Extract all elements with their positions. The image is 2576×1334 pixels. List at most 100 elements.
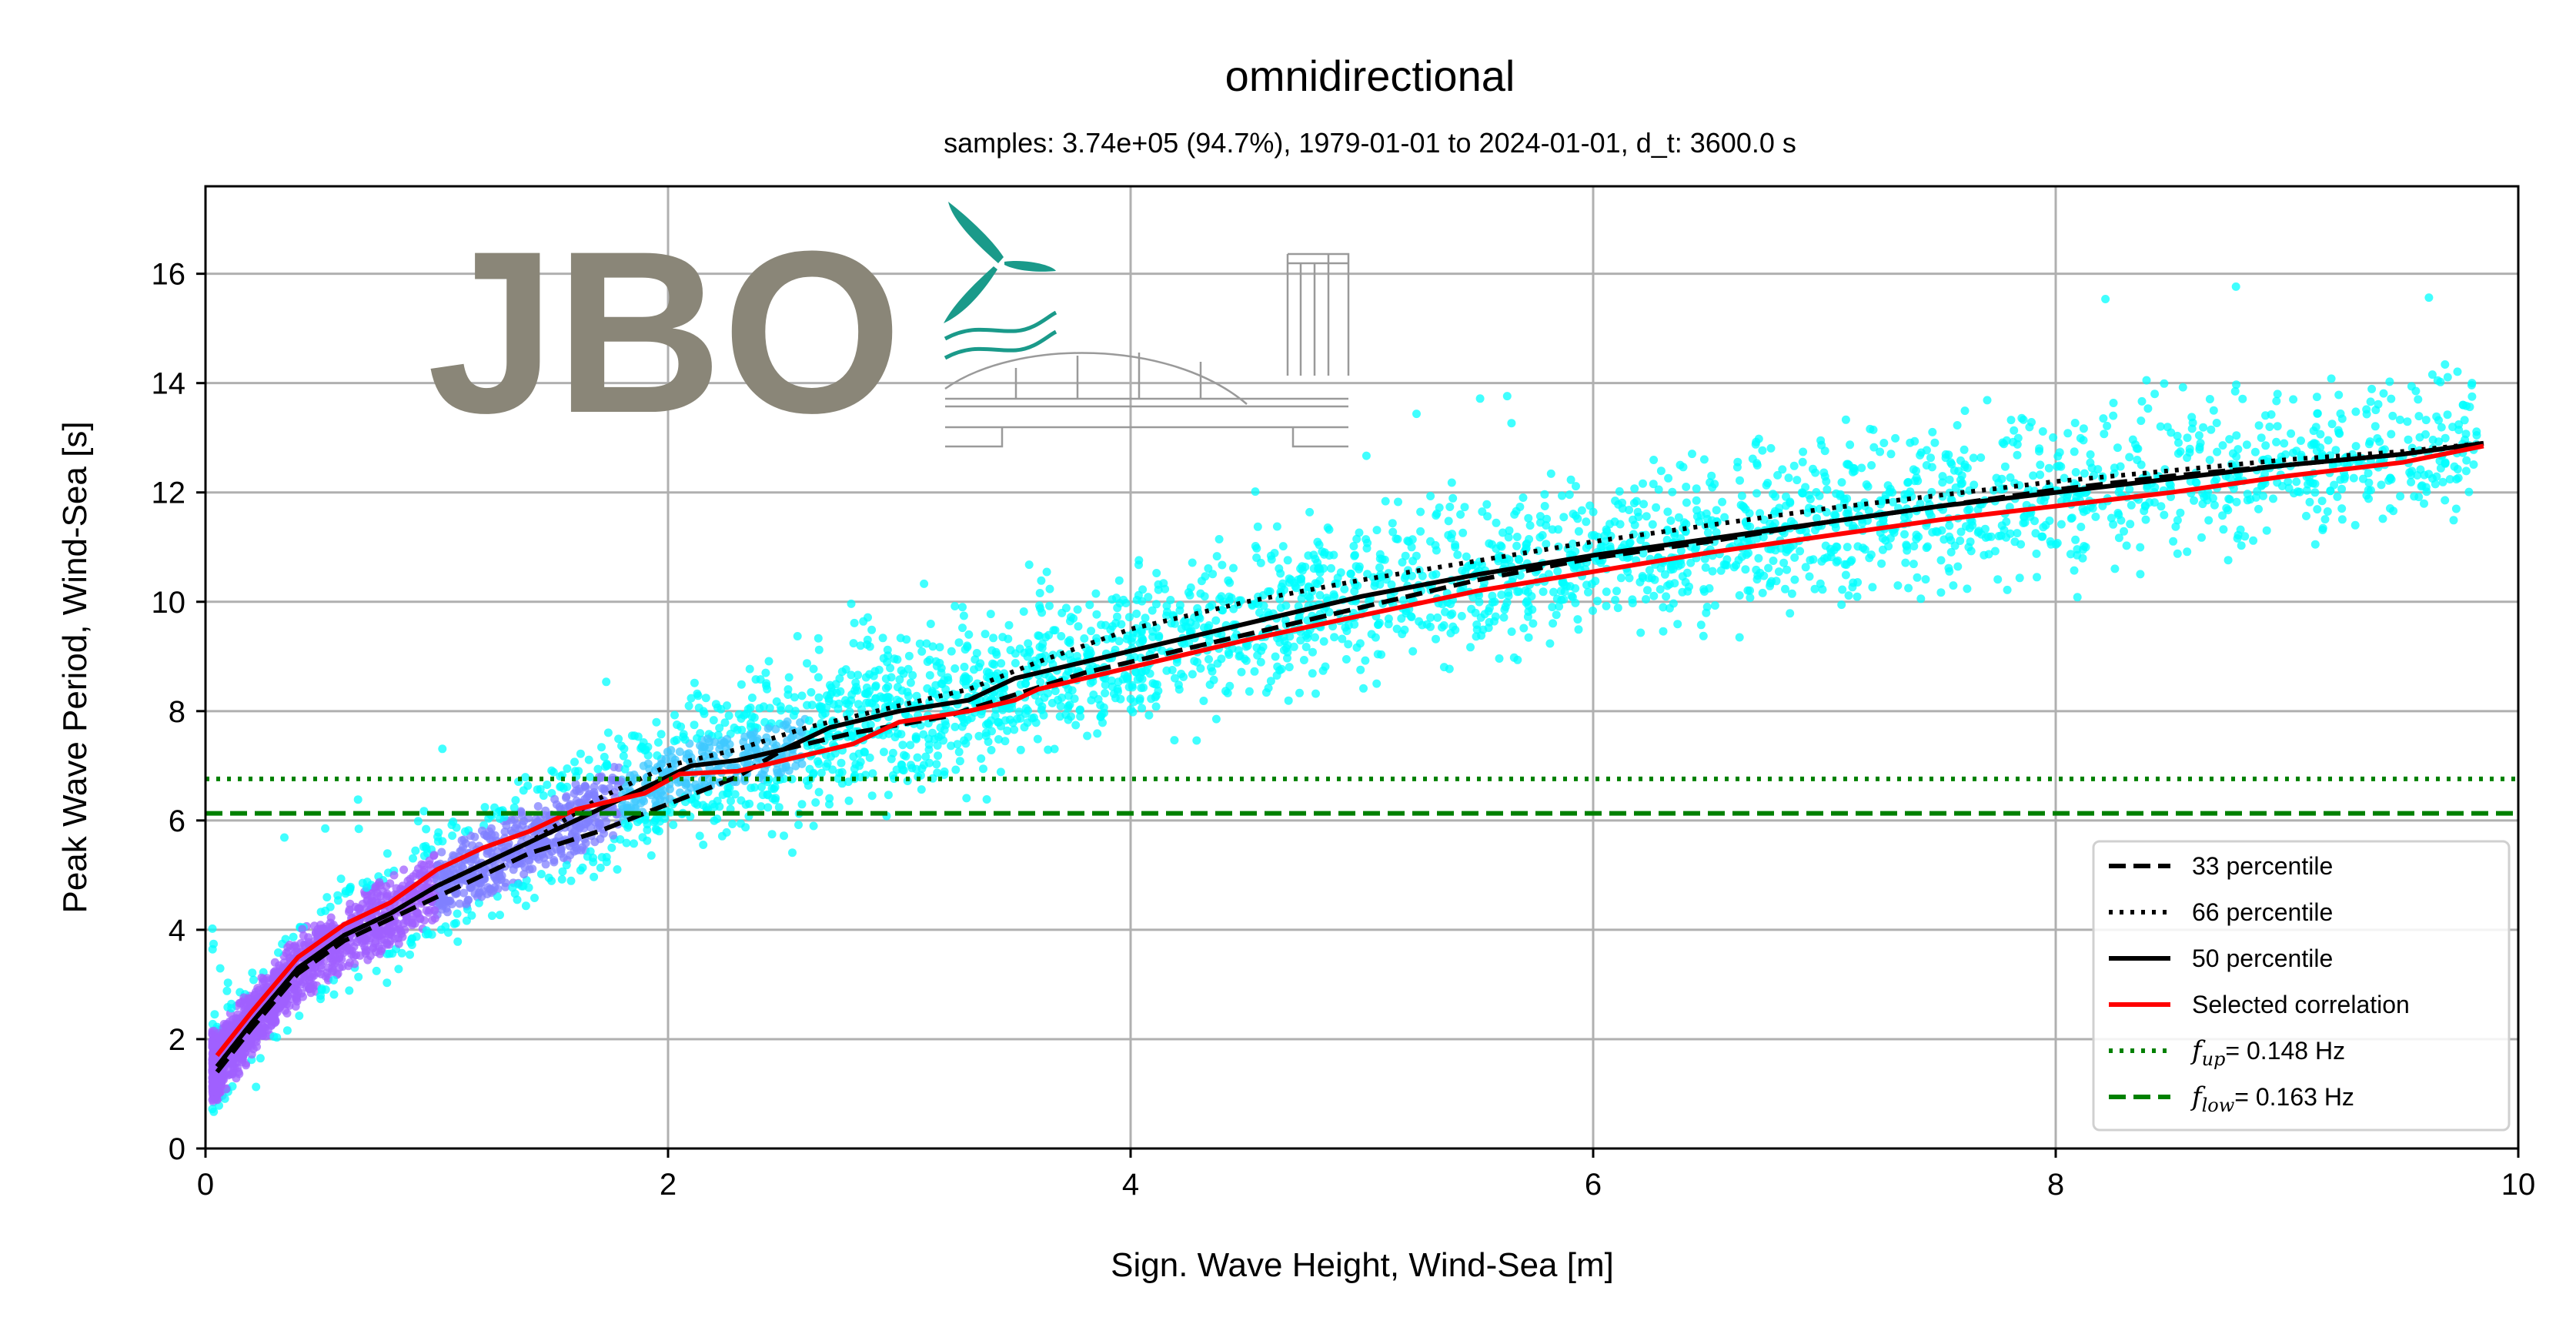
scatter-point	[1108, 682, 1117, 691]
scatter-point	[1495, 551, 1504, 560]
scatter-point	[2234, 445, 2243, 454]
scatter-point	[1512, 533, 1522, 541]
scatter-point	[2208, 493, 2217, 503]
scatter-point	[982, 795, 991, 804]
scatter-point	[1752, 575, 1762, 584]
scatter-point	[1021, 704, 1031, 713]
scatter-point	[669, 821, 678, 830]
scatter-point	[1524, 513, 1533, 523]
scatter-point	[1615, 486, 1624, 496]
scatter-point	[1126, 694, 1135, 704]
scatter-point	[1323, 523, 1332, 532]
scatter-point	[1462, 552, 1471, 561]
scatter-point	[2349, 473, 2358, 483]
scatter-point	[2091, 512, 2100, 521]
scatter-point	[1426, 613, 1435, 622]
scatter-point	[656, 760, 665, 769]
scatter-point	[1639, 500, 1649, 509]
scatter-point	[2292, 446, 2301, 456]
scatter-point	[1832, 542, 1841, 551]
scatter-point	[530, 894, 539, 902]
scatter-point	[2026, 512, 2035, 521]
scatter-point	[1008, 718, 1017, 727]
scatter-point	[1733, 457, 1742, 466]
scatter-point	[571, 780, 580, 789]
scatter-point	[989, 634, 998, 643]
scatter-point	[1616, 573, 1625, 583]
scatter-point	[1540, 502, 1549, 510]
scatter-point	[1913, 476, 1923, 486]
scatter-point	[317, 984, 326, 993]
scatter-point	[1113, 612, 1121, 621]
scatter-point	[780, 831, 788, 841]
scatter-point	[452, 918, 460, 928]
scatter-point	[383, 978, 392, 988]
scatter-point	[1375, 563, 1384, 572]
scatter-point	[1228, 644, 1237, 653]
scatter-point	[1648, 520, 1657, 529]
scatter-point	[1946, 547, 1956, 557]
scatter-point	[597, 772, 606, 781]
scatter-point	[710, 816, 719, 825]
scatter-point	[1458, 528, 1468, 537]
scatter-point	[677, 722, 686, 731]
scatter-point	[1904, 583, 1913, 593]
scatter-point	[2443, 373, 2452, 382]
scatter-point	[1011, 659, 1020, 667]
scatter-point	[2013, 450, 2022, 460]
scatter-point	[2110, 564, 2120, 573]
scatter-point	[1495, 654, 1504, 663]
scatter-point	[2364, 440, 2374, 449]
scatter-point	[1338, 634, 1347, 644]
scatter-point	[2204, 516, 2213, 525]
scatter-point	[817, 768, 826, 777]
scatter-point	[1574, 527, 1583, 536]
scatter-point	[1276, 569, 1285, 578]
scatter-point	[2056, 520, 2066, 529]
scatter-point	[620, 819, 630, 828]
scatter-point	[941, 685, 951, 694]
scatter-point	[1218, 560, 1227, 570]
scatter-point	[2454, 473, 2463, 483]
scatter-point	[1207, 663, 1215, 672]
scatter-point	[1475, 394, 1485, 403]
scatter-point	[362, 883, 371, 892]
scatter-point	[2169, 537, 2178, 546]
scatter-point	[1502, 392, 1512, 401]
scatter-point	[1218, 606, 1227, 614]
scatter-point	[1372, 679, 1382, 688]
scatter-point	[878, 634, 887, 643]
scatter-point	[893, 695, 901, 704]
scatter-point	[1668, 487, 1677, 496]
scatter-point	[300, 975, 309, 985]
scatter-point	[416, 914, 425, 924]
scatter-point	[2113, 509, 2123, 517]
scatter-point	[953, 740, 962, 749]
scatter-point	[2424, 293, 2434, 303]
scatter-point	[2289, 395, 2298, 404]
scatter-point	[1061, 603, 1071, 613]
scatter-point	[1779, 558, 1789, 567]
scatter-point	[2224, 473, 2234, 482]
scatter-point	[1075, 706, 1084, 715]
scatter-point	[1281, 616, 1290, 625]
scatter-point	[1652, 503, 1661, 512]
scatter-point	[1091, 589, 1101, 598]
scatter-point	[1916, 450, 1925, 460]
scatter-point	[959, 677, 968, 686]
scatter-point	[1448, 493, 1458, 503]
scatter-point	[1628, 595, 1637, 604]
scatter-point	[2318, 526, 2327, 534]
scatter-point	[513, 895, 522, 904]
scatter-point	[2302, 486, 2311, 495]
scatter-point	[1468, 593, 1478, 602]
scatter-point	[2461, 430, 2471, 439]
scatter-point	[1355, 528, 1364, 537]
scatter-point	[1858, 519, 1867, 528]
scatter-point	[2381, 445, 2389, 454]
scatter-point	[1311, 633, 1319, 642]
scatter-point	[1710, 601, 1719, 610]
scatter-point	[1106, 625, 1115, 634]
scatter-point	[998, 633, 1007, 642]
scatter-point	[1674, 513, 1683, 522]
